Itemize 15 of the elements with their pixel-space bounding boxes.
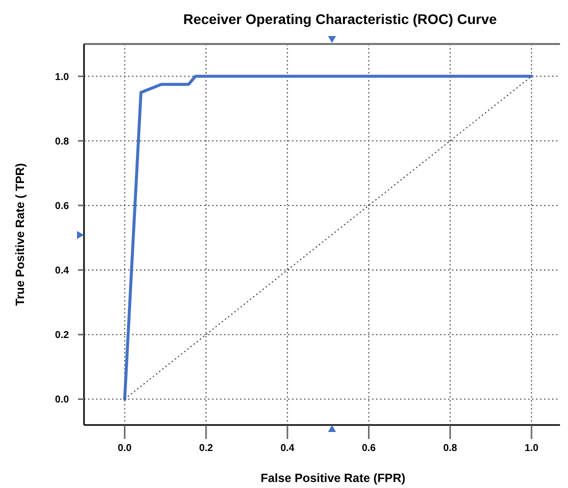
x-tick-label: 0.6 bbox=[362, 443, 376, 454]
x-tick-label: 0.0 bbox=[118, 443, 132, 454]
x-tick-label: 0.4 bbox=[280, 443, 295, 454]
y-tick-label: 0.6 bbox=[55, 200, 70, 212]
x-tick-label: 0.8 bbox=[443, 443, 458, 454]
chart-title: Receiver Operating Characteristic (ROC) Curve bbox=[183, 11, 497, 27]
y-tick-label: 0.0 bbox=[55, 394, 70, 406]
x-tick-label: 1.0 bbox=[524, 443, 539, 454]
y-tick-label: 0.4 bbox=[55, 266, 70, 277]
x-axis-title: False Positive Rate (FPR) bbox=[260, 471, 406, 485]
x-tick-label: 0.2 bbox=[199, 443, 214, 454]
y-tick-label: 0.2 bbox=[55, 330, 70, 342]
y-tick-label: 1.0 bbox=[55, 72, 70, 83]
y-axis-title: True Positive Rate ( TPR) bbox=[13, 163, 27, 306]
y-tick-label: 0.8 bbox=[55, 136, 70, 148]
